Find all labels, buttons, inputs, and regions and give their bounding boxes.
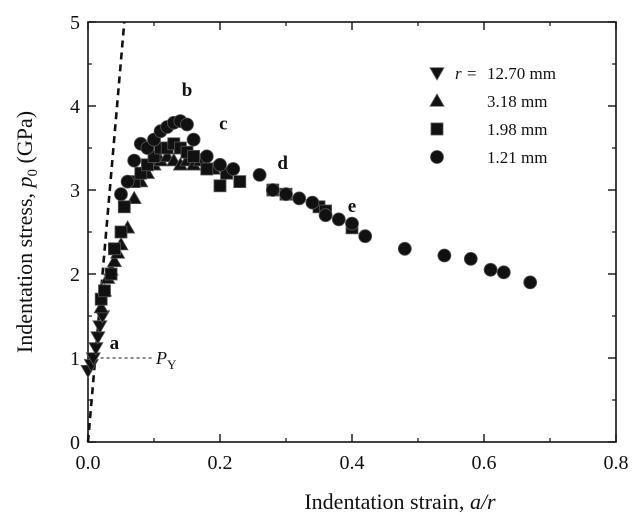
y-tick-label: 4	[70, 96, 80, 118]
data-point-circle	[496, 265, 511, 280]
data-point-circle	[213, 157, 227, 172]
data-point-circle	[120, 174, 135, 189]
legend-label: 12.70 mm	[487, 64, 556, 83]
data-point-circle	[252, 167, 267, 182]
tick-labels: 0.0 0.2 0.4 0.6 0.8 0 1 2 3 4 5	[70, 12, 629, 474]
y-axis-title-symbol: p	[12, 176, 37, 189]
annotation-a: a	[110, 333, 120, 354]
data-point-circle	[127, 153, 142, 168]
data-point-square	[98, 284, 111, 298]
legend-label: 1.98 mm	[487, 120, 547, 139]
data-point-triangle-up	[93, 299, 109, 314]
y-axis-title: Indentation stress, p0 (GPa)	[12, 111, 41, 353]
data-point-triangle-down	[92, 320, 108, 334]
data-point-circle	[186, 132, 201, 147]
y-axis-title-main: Indentation stress,	[12, 187, 37, 353]
data-points	[80, 114, 538, 379]
legend-label: 1.21 mm	[487, 148, 547, 167]
data-point-triangle-up	[106, 253, 123, 268]
data-point-circle	[114, 187, 128, 202]
annotation-e: e	[348, 196, 356, 217]
data-point-square	[104, 267, 118, 281]
data-point-circle	[331, 212, 346, 227]
elastic-line	[86, 21, 126, 443]
x-axis-title: Indentation strain, a/r	[304, 489, 496, 514]
data-point-circle	[483, 262, 498, 277]
annotation-c: c	[219, 114, 227, 135]
data-point-circle	[463, 251, 478, 266]
x-axis-title-main: Indentation strain,	[304, 489, 470, 514]
py-label-main: P	[155, 348, 167, 368]
data-point-circle	[292, 191, 307, 206]
data-point-circle	[265, 183, 280, 197]
data-point-square	[117, 200, 131, 214]
y-tick-label: 2	[70, 264, 80, 286]
data-point-circle	[305, 195, 320, 210]
data-point-square	[233, 175, 247, 189]
data-point-square	[114, 225, 128, 239]
legend-marker-triangle-up	[429, 93, 445, 107]
legend-marker-triangle-down	[429, 67, 445, 81]
data-point-square	[213, 179, 227, 193]
data-point-square	[200, 162, 214, 176]
data-point-circle	[318, 208, 333, 223]
data-point-circle	[279, 187, 293, 202]
y-axis-title-unit: (GPa)	[12, 111, 37, 169]
point-annotations: a b c d e	[110, 80, 357, 354]
py-marker: PY	[94, 348, 177, 372]
legend-label: 3.18 mm	[487, 92, 547, 111]
py-label: PY	[155, 348, 177, 372]
legend-marker-circle	[430, 150, 444, 164]
legend: r = 12.70 mm 3.18 mm 1.98 mm 1.21 mm	[429, 64, 556, 167]
x-tick-label: 0.0	[76, 452, 101, 474]
py-label-subscript: Y	[167, 357, 177, 372]
data-point-circle	[199, 149, 214, 164]
data-point-triangle-down	[85, 352, 101, 366]
data-point-square	[108, 242, 121, 256]
data-point-circle	[358, 229, 373, 244]
annotation-b: b	[182, 80, 193, 101]
data-point-circle	[437, 248, 452, 263]
data-point-circle	[523, 275, 538, 290]
y-tick-label: 0	[70, 432, 80, 454]
data-point-circle	[226, 162, 241, 176]
data-point-circle	[345, 216, 359, 231]
data-point-triangle-down	[90, 331, 106, 345]
y-tick-label: 5	[70, 12, 80, 34]
x-tick-label: 0.6	[472, 452, 497, 474]
data-point-triangle-down	[88, 342, 104, 356]
x-tick-label: 0.8	[604, 452, 629, 474]
annotation-d: d	[277, 153, 288, 174]
x-axis-title-symbol: a/r	[470, 489, 496, 514]
data-point-circle	[397, 241, 412, 256]
y-tick-label: 3	[70, 180, 80, 202]
data-point-circle	[180, 117, 194, 132]
y-axis-title-subscript: 0	[25, 169, 41, 177]
y-tick-label: 1	[70, 348, 80, 370]
legend-marker-square	[430, 122, 444, 136]
data-point-square	[187, 149, 201, 163]
x-tick-label: 0.4	[340, 452, 365, 474]
legend-prefix: r =	[455, 64, 477, 83]
x-tick-label: 0.2	[208, 452, 233, 474]
